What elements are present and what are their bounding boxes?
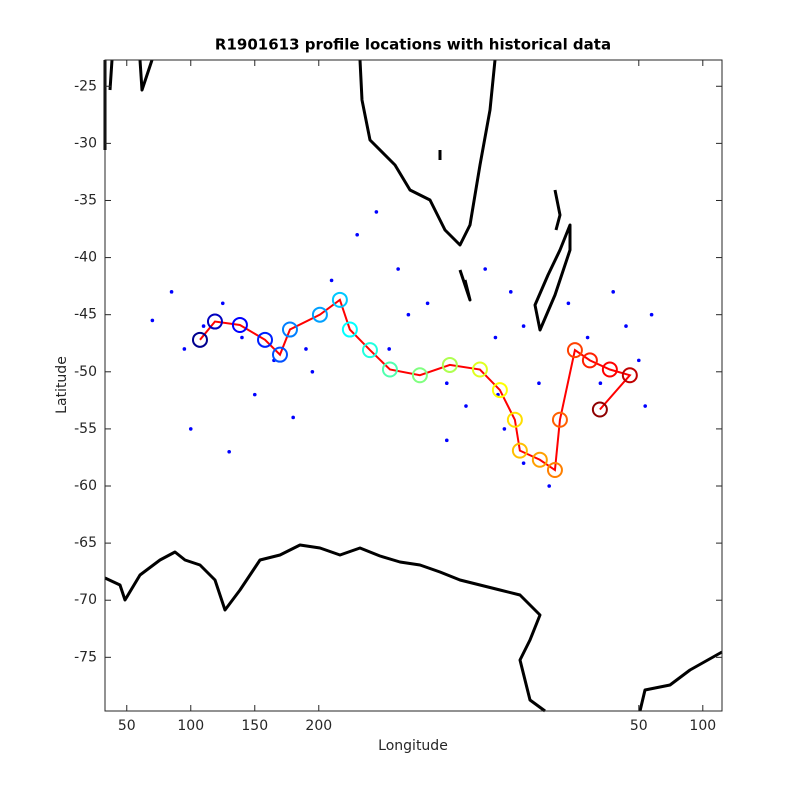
historical-point bbox=[387, 347, 391, 351]
historical-point bbox=[611, 290, 615, 294]
profile-point bbox=[506, 411, 523, 428]
historical-point bbox=[310, 369, 315, 374]
profile-point bbox=[381, 361, 398, 378]
profile-point bbox=[546, 462, 563, 479]
profile-point bbox=[471, 361, 488, 378]
antarctica-coast bbox=[104, 543, 546, 713]
y-tick-label: -50 bbox=[74, 364, 97, 380]
australia-coast-east bbox=[358, 59, 497, 247]
profile-point bbox=[191, 331, 208, 348]
historical-point bbox=[508, 290, 513, 294]
historical-point bbox=[537, 381, 541, 386]
y-tick-label: -65 bbox=[74, 535, 97, 551]
profile-point bbox=[621, 367, 638, 384]
historical-point bbox=[291, 415, 295, 420]
antarctica-coast-east bbox=[638, 650, 723, 712]
historical-point bbox=[521, 324, 526, 328]
historical-point bbox=[493, 335, 498, 340]
historical-point bbox=[464, 404, 468, 408]
historical-point bbox=[374, 210, 379, 214]
historical-point bbox=[502, 427, 507, 431]
historical-point bbox=[169, 290, 174, 294]
y-tick-label: -25 bbox=[74, 78, 97, 94]
historical-point bbox=[355, 232, 359, 237]
new-zealand-coast bbox=[533, 189, 572, 332]
profile-point bbox=[591, 401, 608, 418]
historical-point bbox=[566, 301, 571, 306]
profile-point bbox=[331, 291, 348, 308]
historical-point bbox=[182, 347, 187, 351]
profile-point bbox=[206, 313, 223, 330]
profile-point bbox=[566, 342, 583, 359]
profile-point bbox=[601, 361, 618, 378]
y-tick-label: -60 bbox=[74, 478, 97, 494]
historical-point bbox=[240, 335, 244, 340]
profile-point bbox=[341, 321, 358, 338]
historical-point bbox=[252, 392, 257, 397]
profile-point bbox=[511, 442, 528, 459]
historical-point bbox=[636, 358, 641, 363]
coastlines bbox=[103, 59, 723, 713]
historical-point bbox=[649, 312, 654, 317]
y-tick-label: -35 bbox=[74, 192, 97, 208]
historical-point bbox=[227, 449, 231, 454]
historical-point bbox=[425, 301, 430, 306]
x-tick-label: 50 bbox=[630, 718, 648, 734]
plot-frame bbox=[104, 59, 723, 712]
y-tick-label: -40 bbox=[74, 250, 97, 266]
historical-point bbox=[444, 438, 449, 443]
historical-point bbox=[329, 278, 334, 283]
islands bbox=[438, 150, 472, 302]
historical-point bbox=[201, 324, 206, 328]
historical-point bbox=[624, 324, 628, 328]
x-tick-label: 100 bbox=[689, 718, 716, 734]
chart-title: R1901613 profile locations with historic… bbox=[215, 36, 611, 54]
profile-point bbox=[257, 331, 274, 348]
x-tick-label: 50 bbox=[118, 718, 136, 734]
historical-point bbox=[521, 461, 526, 465]
profile-point bbox=[411, 367, 428, 384]
y-tick-label: -75 bbox=[74, 649, 97, 665]
historical-point bbox=[643, 404, 647, 408]
historical-point bbox=[598, 381, 603, 386]
profile-point bbox=[271, 346, 288, 363]
x-tick-label: 100 bbox=[177, 718, 204, 734]
y-tick-label: -55 bbox=[74, 421, 97, 437]
profile-point bbox=[441, 356, 458, 373]
profile-point bbox=[551, 411, 568, 428]
y-tick-label: -45 bbox=[74, 307, 97, 323]
profile-point bbox=[531, 451, 548, 468]
x-tick-label: 200 bbox=[305, 718, 332, 734]
profile-point bbox=[231, 316, 248, 333]
x-axis-label: Longitude bbox=[378, 738, 448, 754]
y-tick-label: -30 bbox=[74, 135, 97, 151]
historical-point bbox=[444, 381, 449, 386]
historical-point bbox=[585, 335, 590, 340]
track-line bbox=[199, 298, 632, 472]
historical-point bbox=[483, 267, 487, 271]
historical-point bbox=[150, 318, 155, 323]
historical-point bbox=[304, 347, 308, 351]
historical-point bbox=[220, 301, 225, 306]
historical-point bbox=[547, 484, 551, 488]
profile-point bbox=[311, 306, 328, 323]
y-axis-label: Latitude bbox=[54, 356, 70, 414]
historical-point bbox=[406, 312, 411, 317]
profile-point bbox=[581, 352, 598, 369]
historical-point bbox=[396, 267, 400, 271]
profile-point bbox=[361, 342, 378, 359]
historical-point bbox=[188, 427, 193, 431]
profile-point bbox=[491, 382, 508, 399]
y-tick-label: -70 bbox=[74, 592, 97, 608]
profile-point bbox=[281, 321, 298, 338]
x-tick-label: 150 bbox=[241, 718, 268, 734]
